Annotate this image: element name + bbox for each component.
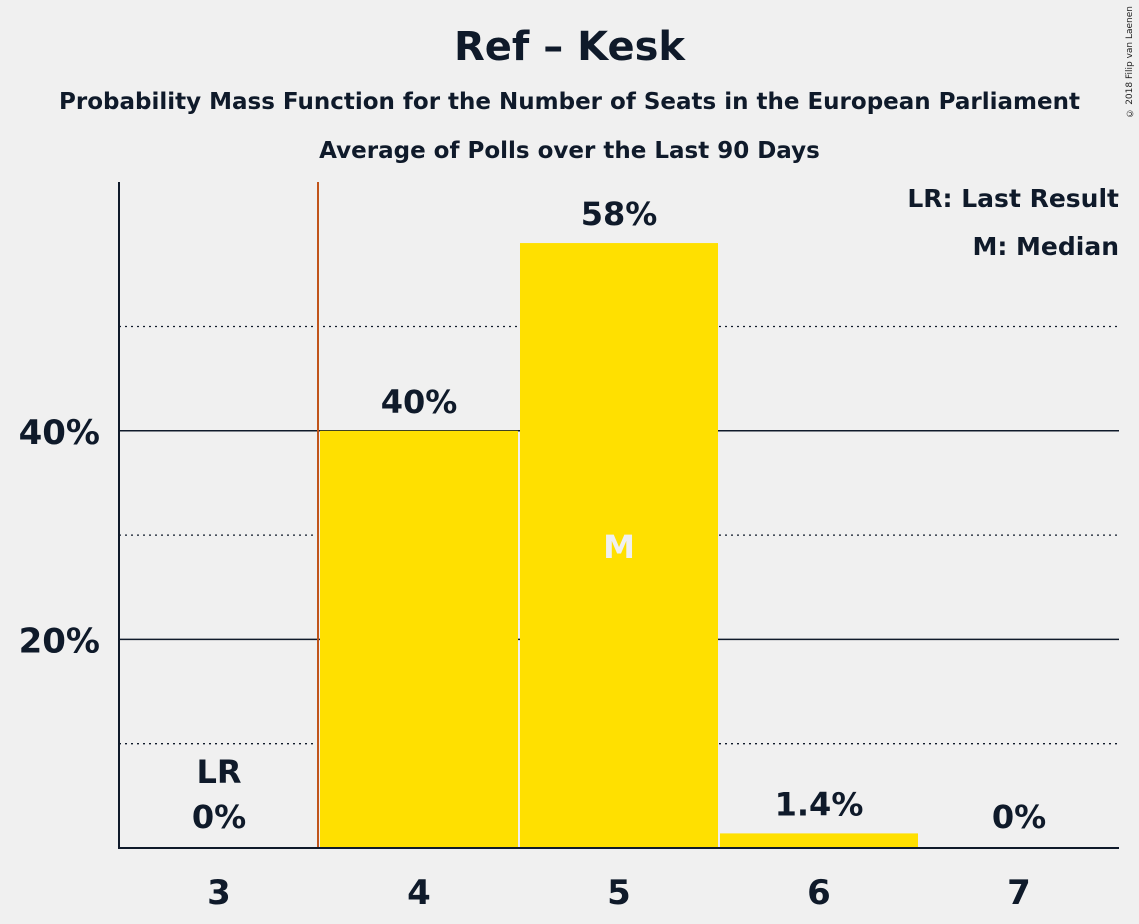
legend-entry-median: M: Median <box>972 232 1119 261</box>
x-tick-label: 6 <box>807 873 831 913</box>
y-tick-label: 40% <box>19 413 100 453</box>
bar-value-label: 0% <box>992 798 1046 836</box>
bar-value-label: 0% <box>192 798 246 836</box>
chart-title: Ref – Kesk <box>453 24 685 70</box>
median-marker: M <box>603 528 635 566</box>
y-tick-label: 20% <box>19 621 100 661</box>
bar-value-label: 58% <box>581 195 658 233</box>
bar-value-label: 1.4% <box>775 785 864 823</box>
x-tick-label: 7 <box>1007 873 1031 913</box>
legend-entry-last-result: LR: Last Result <box>907 184 1119 213</box>
x-tick-label: 5 <box>607 873 631 913</box>
bar-seats-4 <box>320 430 518 848</box>
chart-subtitle-2: Average of Polls over the Last 90 Days <box>319 138 820 164</box>
bar-value-label: 40% <box>381 383 458 421</box>
chart-subtitle: Probability Mass Function for the Number… <box>59 89 1080 115</box>
last-result-marker: LR <box>196 753 241 791</box>
bar-seats-5 <box>520 243 718 848</box>
bar-seats-6 <box>720 833 918 848</box>
x-tick-label: 3 <box>207 873 231 913</box>
x-tick-label: 4 <box>407 873 431 913</box>
